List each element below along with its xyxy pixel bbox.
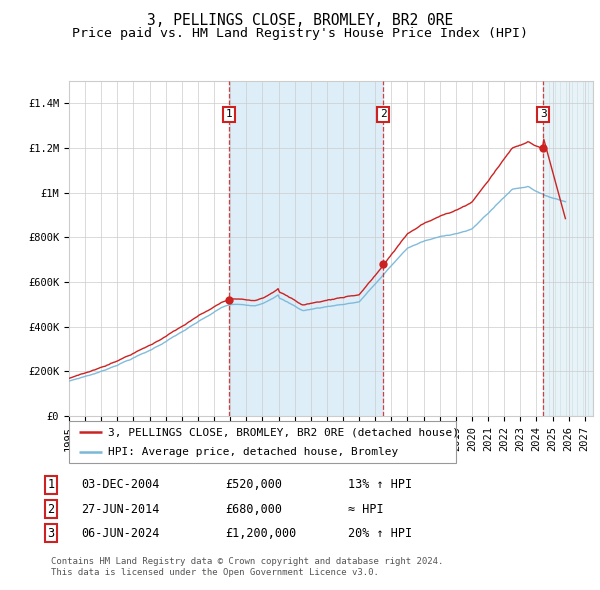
- Text: 20% ↑ HPI: 20% ↑ HPI: [348, 527, 412, 540]
- Text: 03-DEC-2004: 03-DEC-2004: [81, 478, 160, 491]
- Text: £1,200,000: £1,200,000: [225, 527, 296, 540]
- Text: 1: 1: [226, 109, 232, 119]
- Text: 13% ↑ HPI: 13% ↑ HPI: [348, 478, 412, 491]
- Text: Contains HM Land Registry data © Crown copyright and database right 2024.: Contains HM Land Registry data © Crown c…: [51, 558, 443, 566]
- Text: 06-JUN-2024: 06-JUN-2024: [81, 527, 160, 540]
- Bar: [229, 81, 383, 416]
- Text: 3: 3: [47, 527, 55, 540]
- Text: Price paid vs. HM Land Registry's House Price Index (HPI): Price paid vs. HM Land Registry's House …: [72, 27, 528, 40]
- Text: 3: 3: [540, 109, 547, 119]
- Text: £680,000: £680,000: [225, 503, 282, 516]
- Text: 2: 2: [47, 503, 55, 516]
- Text: 27-JUN-2014: 27-JUN-2014: [81, 503, 160, 516]
- Text: ≈ HPI: ≈ HPI: [348, 503, 383, 516]
- Text: 3, PELLINGS CLOSE, BROMLEY, BR2 0RE: 3, PELLINGS CLOSE, BROMLEY, BR2 0RE: [147, 13, 453, 28]
- Bar: [544, 81, 593, 416]
- Text: 1: 1: [47, 478, 55, 491]
- Text: HPI: Average price, detached house, Bromley: HPI: Average price, detached house, Brom…: [108, 447, 398, 457]
- Text: 2: 2: [380, 109, 386, 119]
- Text: 3, PELLINGS CLOSE, BROMLEY, BR2 0RE (detached house): 3, PELLINGS CLOSE, BROMLEY, BR2 0RE (det…: [108, 427, 459, 437]
- Text: £520,000: £520,000: [225, 478, 282, 491]
- Text: This data is licensed under the Open Government Licence v3.0.: This data is licensed under the Open Gov…: [51, 568, 379, 577]
